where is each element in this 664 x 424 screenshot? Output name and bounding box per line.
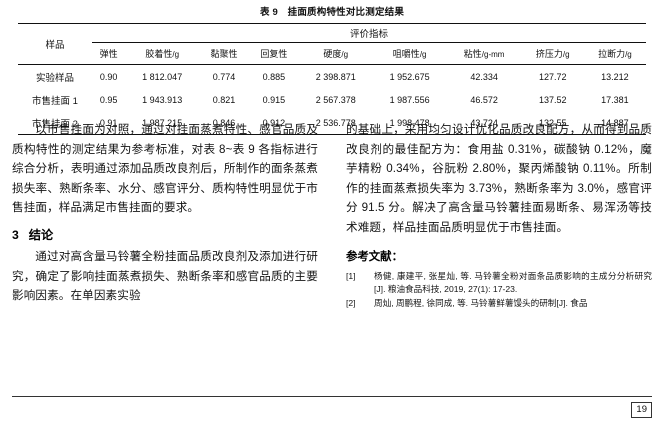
- header-col-springiness: 弹性: [92, 43, 125, 65]
- reference-number: [1]: [346, 270, 356, 281]
- cell-value: 1 987.215: [142, 117, 183, 128]
- table-row: 市售挂面 1 0.95 1 943.913 0.821 0.915 2 567.…: [18, 88, 646, 111]
- left-paragraph-2: 通过对高含量马铃薯全粉挂面品质改良剂及添加进行研究，确定了影响挂面蒸煮损失、熟断…: [12, 249, 318, 303]
- table-block: 表 9 挂面质构特性对比测定结果 样品 评价指标 弹性 胶着性/g 黏聚性: [0, 0, 664, 135]
- header-evaluation-index: 评价指标: [92, 24, 646, 43]
- table-header-row-columns: 弹性 胶着性/g 黏聚性 回复性 硬度/g 咀嚼性/g 粘性/g: [18, 43, 646, 65]
- header-col-gumminess-label: 胶着性: [145, 49, 173, 59]
- reference-text: 周灿, 周鹏程, 徐同成, 等. 马铃薯鲜薯馒头的研制[J]. 食品: [374, 298, 588, 309]
- table-caption: 表 9 挂面质构特性对比测定结果: [259, 7, 405, 18]
- header-col-chewiness: 咀嚼性/g: [373, 43, 447, 65]
- header-col-adhesiveness-label: 粘性: [463, 49, 482, 59]
- header-col-breaking-force-unit: /g: [625, 50, 632, 59]
- page-number: 19: [631, 402, 652, 418]
- table-rule-top: [18, 23, 646, 24]
- cell-value: 43.724: [470, 117, 498, 128]
- cell-value: 2 567.378: [315, 94, 356, 105]
- header-col-adhesiveness-unit: /g-mm: [481, 50, 505, 59]
- cell-value: 1 998.478: [389, 117, 430, 128]
- cell-value: 42.334: [470, 71, 498, 82]
- header-col-hardness: 硬度/g: [299, 43, 373, 65]
- cell-value: 0.774: [212, 71, 236, 82]
- cell-value: 0.915: [262, 94, 286, 105]
- cell-value: 1 943.913: [142, 94, 183, 105]
- table-rule-header-bottom: [18, 64, 646, 65]
- header-col-gumminess: 胶着性/g: [125, 43, 199, 65]
- header-col-breaking-force: 拉断力/g: [584, 43, 646, 65]
- header-col-extrusion-force-unit: /g: [562, 50, 570, 59]
- footer-divider: [12, 396, 652, 397]
- cell-value: 137.52: [538, 94, 567, 105]
- right-column: 的基础上，采用均匀设计优化品质改良配方，从而得到品质改良剂的最佳配方为：食用盐 …: [346, 120, 652, 312]
- reference-item: [2] 周灿, 周鹏程, 徐同成, 等. 马铃薯鲜薯馒头的研制[J]. 食品: [346, 297, 652, 310]
- reference-item: [1] 杨健, 康建平, 张星灿, 等. 马铃薯全粉对面条品质影响的主成分分析研究…: [346, 270, 652, 297]
- row-label-experimental-sample: 实验样品: [35, 72, 74, 84]
- cell-value: 0.846: [212, 117, 236, 128]
- cell-value: 2 536.778: [315, 117, 356, 128]
- header-col-extrusion-force-label: 挤压力: [535, 49, 563, 59]
- references-heading: 参考文献：: [346, 250, 403, 263]
- header-col-springiness-label: 弹性: [99, 49, 118, 59]
- reference-number: [2]: [346, 298, 356, 309]
- header-col-cohesiveness-label: 黏聚性: [210, 49, 238, 59]
- left-column: 以市售挂面为对照，通过对挂面蒸煮特性、感官品质及质构特性的测定结果为参考标准，对…: [12, 120, 318, 306]
- header-sample: 样品: [45, 40, 65, 51]
- cell-value: 14.887: [601, 117, 629, 128]
- cell-value: 17.381: [601, 94, 629, 105]
- texture-properties-table: 样品 评价指标 弹性 胶着性/g 黏聚性 回复性 硬度/g: [18, 23, 646, 135]
- cell-value: 2 398.871: [315, 71, 356, 82]
- header-col-hardness-label: 硬度: [323, 49, 342, 59]
- section-number: 3: [12, 227, 19, 242]
- cell-value: 1 952.675: [389, 71, 430, 82]
- header-col-resilience: 回复性: [249, 43, 299, 65]
- header-col-resilience-label: 回复性: [260, 49, 288, 59]
- cell-value: 0.821: [212, 94, 236, 105]
- cell-value: 0.90: [99, 71, 118, 82]
- cell-value: 46.572: [470, 94, 498, 105]
- header-col-chewiness-unit: /g: [419, 50, 427, 59]
- cell-value: 0.91: [99, 117, 118, 128]
- table-row: 市售挂面 2 0.91 1 987.215 0.846 0.912 2 536.…: [18, 111, 646, 135]
- table-header-row-group: 样品 评价指标: [18, 24, 646, 51]
- row-label-market-noodle-1: 市售挂面 1: [32, 95, 78, 107]
- table-row: 实验样品 0.90 1 812.047 0.774 0.885 2 398.87…: [18, 65, 646, 88]
- cell-value: 0.885: [262, 71, 286, 82]
- cell-value: 127.72: [538, 71, 567, 82]
- references-list: [1] 杨健, 康建平, 张星灿, 等. 马铃薯全粉对面条品质影响的主成分分析研究…: [346, 270, 652, 311]
- header-col-cohesiveness: 黏聚性: [199, 43, 249, 65]
- section-title: 结论: [28, 227, 54, 242]
- row-label-market-noodle-2: 市售挂面 2: [32, 118, 78, 130]
- header-col-breaking-force-label: 拉断力: [598, 49, 626, 59]
- header-col-chewiness-label: 咀嚼性: [392, 49, 420, 59]
- cell-value: 1 987.556: [389, 94, 430, 105]
- section-heading-conclusion: 3 结论: [12, 225, 318, 245]
- right-paragraph-1: 的基础上，采用均匀设计优化品质改良配方，从而得到品质改良剂的最佳配方为：食用盐 …: [346, 123, 652, 234]
- header-col-gumminess-unit: /g: [172, 50, 180, 59]
- header-col-adhesiveness: 粘性/g-mm: [447, 43, 522, 65]
- header-col-extrusion-force: 挤压力/g: [522, 43, 584, 65]
- cell-value: 0.912: [262, 117, 286, 128]
- cell-value: 0.95: [99, 94, 118, 105]
- cell-value: 13.212: [601, 71, 629, 82]
- left-paragraph-1: 以市售挂面为对照，通过对挂面蒸煮特性、感官品质及质构特性的测定结果为参考标准，对…: [12, 123, 318, 215]
- table-rule-bottom: [18, 134, 646, 135]
- body-columns: 以市售挂面为对照，通过对挂面蒸煮特性、感官品质及质构特性的测定结果为参考标准，对…: [0, 120, 664, 390]
- reference-text: 杨健, 康建平, 张星灿, 等. 马铃薯全粉对面条品质影响的主成分分析研究[J]…: [374, 270, 652, 294]
- header-col-hardness-unit: /g: [341, 50, 349, 59]
- cell-value: 132.55: [538, 117, 567, 128]
- cell-value: 1 812.047: [142, 71, 183, 82]
